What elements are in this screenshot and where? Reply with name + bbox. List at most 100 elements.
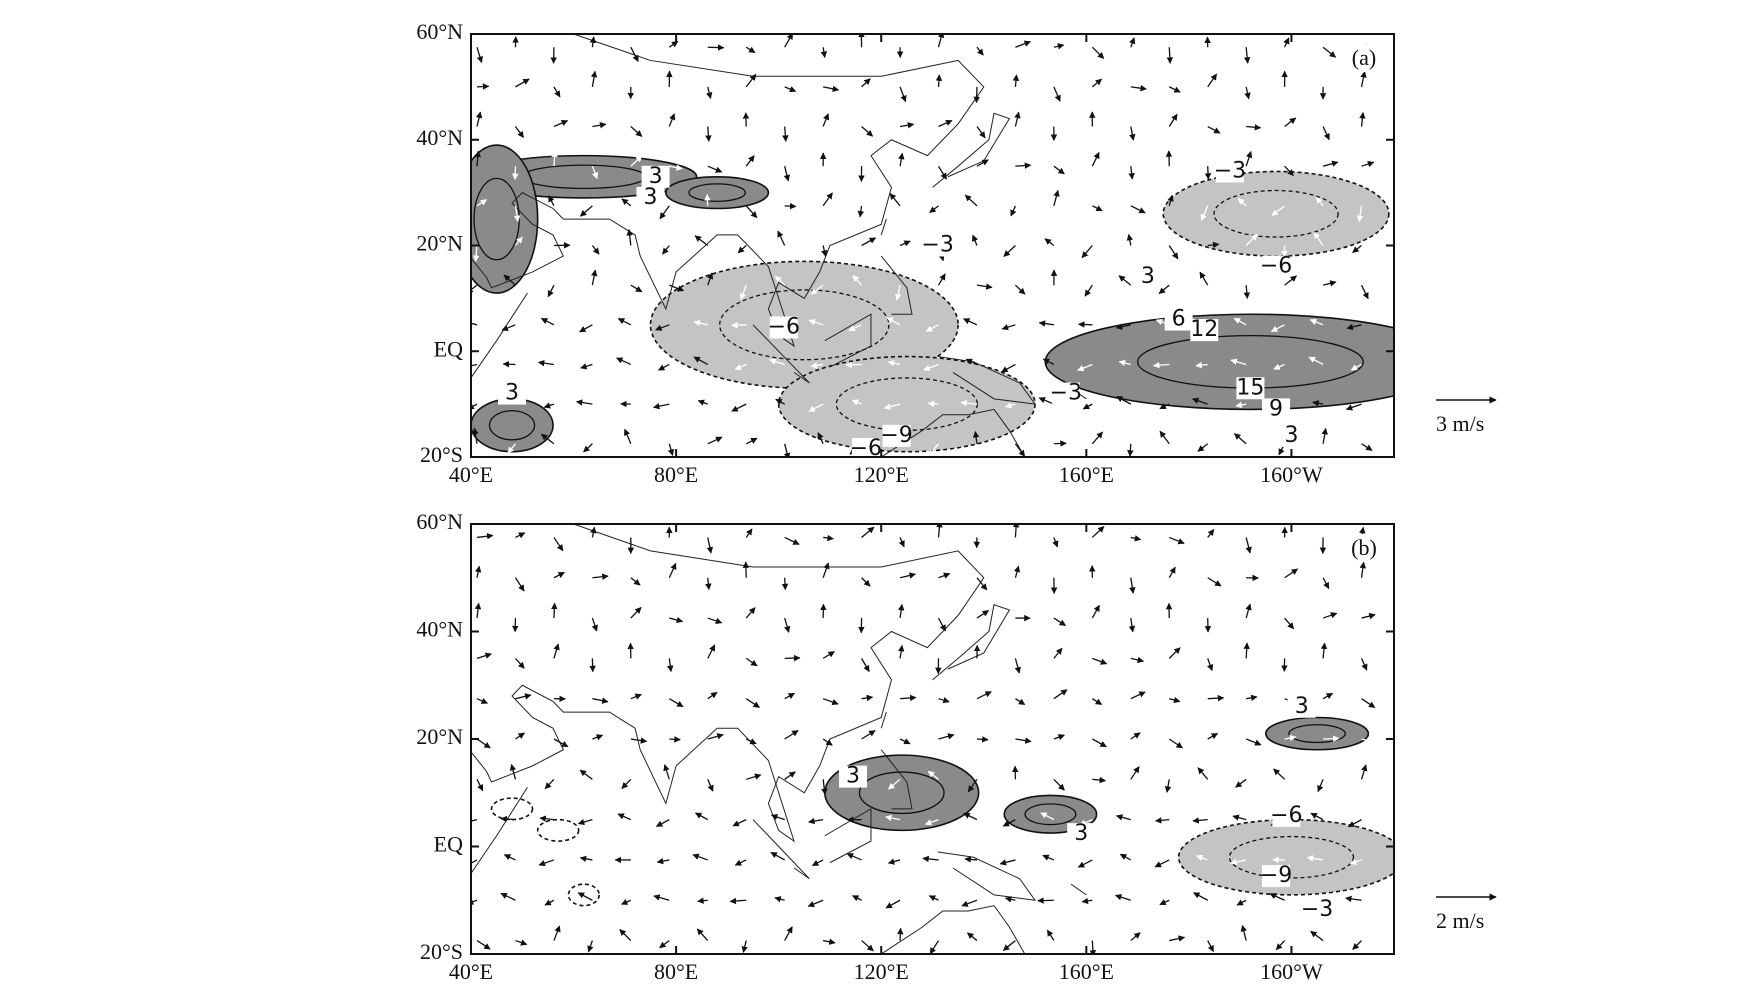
wind-vector (1356, 205, 1364, 223)
wind-vector (659, 205, 670, 220)
wind-vector (471, 403, 478, 410)
wind-vector (937, 165, 947, 180)
wind-vector (707, 272, 714, 286)
wind-vector (1130, 932, 1141, 942)
wind-vector (1352, 940, 1363, 950)
wind-vector (774, 896, 785, 903)
wind-vector (810, 362, 824, 369)
contour-label: −3 (1214, 158, 1246, 183)
wind-vector (1169, 536, 1185, 545)
wind-vector (1322, 612, 1338, 619)
wind-vector (822, 698, 839, 706)
wind-vector (1053, 647, 1063, 659)
wind-vector (706, 86, 713, 99)
wind-vector (474, 150, 482, 167)
wind-vector (587, 940, 594, 953)
wind-vector (976, 736, 989, 743)
wind-vector (861, 126, 874, 137)
wind-vector (851, 399, 862, 406)
contour-label: 12 (1190, 317, 1218, 342)
y-tick-label: 20°S (420, 939, 463, 964)
wind-vector (575, 399, 593, 406)
wind-vector (971, 234, 979, 246)
wind-vector (961, 899, 978, 907)
x-tick-label: 160°E (1059, 462, 1114, 487)
panel-label-bg (1344, 534, 1384, 562)
wind-vector (1230, 858, 1247, 866)
wind-vector (630, 606, 642, 619)
wind-vector (1322, 126, 1330, 141)
negative-contour (567, 883, 600, 907)
wind-vector (1320, 642, 1328, 659)
wind-vector (591, 245, 600, 255)
wind-vector (745, 46, 756, 54)
contour-label: 3 (1074, 821, 1088, 846)
wind-vector (1246, 124, 1262, 131)
wind-vector (1244, 86, 1251, 100)
wind-vector (1199, 271, 1209, 286)
wind-vector (1284, 117, 1297, 128)
wind-vector (500, 892, 516, 901)
coastline (937, 851, 1037, 901)
wind-vector (1310, 812, 1324, 821)
wind-vector (551, 150, 558, 167)
wind-vector (924, 819, 939, 826)
wind-vector (621, 778, 632, 789)
wind-vector (784, 34, 794, 48)
contour-label: 9 (1269, 396, 1283, 421)
wind-vector (746, 773, 762, 780)
wind-vector (899, 694, 917, 702)
wind-vector (1321, 427, 1328, 444)
wind-vector (553, 571, 565, 579)
wind-vector (1283, 37, 1290, 48)
wind-vector (693, 319, 708, 327)
y-tick-label: 60°N (416, 509, 463, 534)
wind-vector (1360, 658, 1368, 671)
coastline (471, 787, 528, 954)
wind-vector (1004, 896, 1016, 903)
wind-vector (630, 284, 643, 293)
x-tick-label: 80°E (654, 959, 698, 984)
wind-vector (1014, 284, 1026, 295)
wind-vector (745, 437, 758, 445)
wind-vector (1233, 433, 1247, 445)
wind-vector (784, 771, 796, 780)
wind-vector (1352, 244, 1362, 254)
wind-vector (1002, 940, 1016, 951)
wind-vector (540, 433, 555, 445)
wind-vector (1053, 43, 1065, 50)
wind-vector (1001, 363, 1016, 373)
wind-vector (731, 403, 747, 412)
wind-vector (472, 245, 480, 263)
wind-vector (745, 155, 755, 167)
wind-vector (1129, 37, 1136, 48)
wind-vector (1092, 205, 1103, 212)
wind-vector (937, 617, 947, 632)
wind-vector (1114, 894, 1131, 901)
wind-vector (1197, 443, 1209, 452)
contour-label: 3 (643, 185, 657, 210)
wind-vector (1044, 238, 1055, 247)
wind-vector (1001, 324, 1016, 331)
wind-vector (894, 285, 902, 301)
wind-vector (1015, 737, 1032, 744)
wind-vector (1243, 642, 1250, 659)
wind-vector (1245, 537, 1252, 554)
wind-vector (1169, 696, 1181, 704)
wind-vector (1042, 854, 1055, 861)
wind-vector (1002, 819, 1016, 827)
wind-vector (707, 617, 723, 625)
coastline (932, 603, 1011, 681)
wind-vector (515, 532, 526, 539)
wind-vector (551, 602, 558, 619)
wind-vector (976, 691, 992, 700)
wind-vector (745, 607, 756, 619)
wind-vector (898, 537, 905, 548)
x-tick-label: 160°W (1260, 959, 1323, 984)
wind-vector (1091, 698, 1103, 706)
contour-label-bg (1133, 266, 1162, 289)
wind-vector (1081, 245, 1093, 259)
wind-vector (515, 939, 528, 946)
wind-vector (821, 245, 828, 257)
wind-vector (1361, 737, 1374, 744)
